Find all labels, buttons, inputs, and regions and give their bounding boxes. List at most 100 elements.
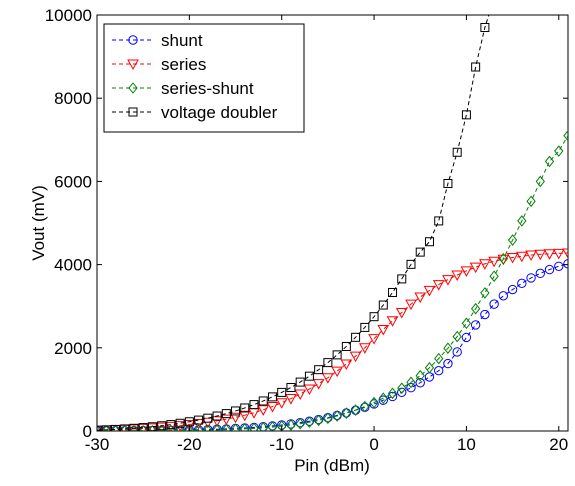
- data-point: [120, 424, 130, 431]
- data-point: [498, 291, 509, 301]
- data-point: [184, 424, 194, 431]
- data-point: [258, 396, 268, 406]
- data-point: [220, 414, 233, 426]
- data-point: [212, 411, 222, 421]
- data-point: [369, 312, 379, 322]
- data-point: [129, 423, 139, 431]
- data-point: [267, 421, 278, 431]
- data-point: [221, 423, 231, 431]
- data-point: [341, 341, 351, 351]
- data-point: [507, 284, 518, 295]
- data-point: [266, 401, 279, 413]
- y-axis-label: Vout (mV): [29, 185, 48, 261]
- data-point: [443, 358, 453, 369]
- data-point: [212, 424, 222, 431]
- legend-marker: [128, 82, 138, 94]
- data-point: [183, 420, 196, 431]
- data-point: [534, 249, 547, 261]
- data-point: [184, 417, 194, 427]
- data-point: [517, 215, 527, 227]
- legend-item: voltage doubler: [112, 103, 278, 122]
- x-tick-label: -10: [269, 435, 294, 454]
- series-series-shunt: [97, 129, 568, 431]
- data-point: [488, 256, 500, 268]
- data-point: [442, 275, 454, 286]
- data-point: [489, 270, 499, 283]
- data-point: [147, 422, 157, 431]
- data-point: [332, 350, 342, 360]
- data-point: [432, 280, 445, 291]
- data-point: [434, 352, 444, 365]
- data-point: [415, 378, 425, 388]
- data-point: [249, 422, 259, 431]
- data-point: [369, 396, 379, 409]
- data-point: [461, 110, 471, 120]
- data-point: [424, 361, 435, 374]
- y-tick-label: 0: [83, 422, 92, 441]
- data-point: [314, 365, 324, 375]
- data-point: [277, 420, 287, 431]
- data-point: [377, 324, 390, 336]
- data-point: [360, 322, 370, 332]
- y-tick-label: 4000: [54, 256, 92, 275]
- data-point: [406, 376, 416, 389]
- legend-label: shunt: [161, 31, 203, 50]
- data-point: [554, 261, 564, 271]
- data-point: [378, 300, 388, 310]
- data-point: [101, 425, 111, 431]
- data-point: [358, 343, 371, 354]
- data-point: [203, 413, 213, 423]
- data-point: [194, 415, 204, 425]
- data-point: [423, 285, 436, 297]
- data-point: [368, 334, 380, 345]
- data-point: [138, 424, 148, 431]
- data-point: [405, 299, 417, 311]
- data-point: [434, 365, 444, 376]
- data-point: [341, 407, 351, 419]
- data-point: [562, 248, 568, 259]
- data-point: [479, 259, 491, 270]
- data-point: [552, 248, 565, 260]
- data-point: [322, 373, 334, 384]
- data-point: [175, 424, 185, 431]
- data-point: [350, 404, 361, 416]
- data-point: [157, 421, 167, 431]
- data-point: [452, 147, 462, 157]
- legend-item: shunt: [112, 31, 203, 50]
- data-point: [203, 424, 213, 431]
- data-point: [415, 247, 425, 257]
- data-point: [285, 394, 297, 405]
- data-point: [388, 287, 398, 297]
- data-point: [240, 403, 250, 413]
- x-tick-label: 0: [369, 435, 378, 454]
- data-point: [238, 410, 251, 422]
- data-point: [231, 406, 241, 416]
- data-point: [165, 421, 177, 431]
- data-point: [240, 423, 250, 431]
- data-point: [563, 129, 568, 142]
- data-point: [110, 424, 120, 431]
- x-tick-label: -20: [177, 435, 202, 454]
- data-point: [554, 145, 564, 157]
- data-point: [174, 421, 186, 431]
- data-point: [526, 195, 536, 208]
- data-point: [480, 309, 490, 320]
- data-point: [332, 410, 342, 422]
- data-point: [563, 259, 568, 269]
- data-point: [249, 400, 259, 410]
- data-point: [397, 274, 407, 284]
- legend-marker: [128, 35, 138, 45]
- data-point: [434, 216, 444, 226]
- data-point: [275, 398, 288, 409]
- series-layer: [97, 15, 568, 431]
- data-point: [471, 302, 481, 315]
- series-line: [97, 15, 490, 431]
- data-point: [535, 175, 545, 188]
- data-point: [129, 425, 139, 431]
- y-tick-label: 2000: [54, 339, 92, 358]
- data-point: [489, 299, 499, 309]
- x-tick-label: -30: [85, 435, 110, 454]
- data-point: [201, 417, 214, 429]
- data-point: [387, 391, 398, 402]
